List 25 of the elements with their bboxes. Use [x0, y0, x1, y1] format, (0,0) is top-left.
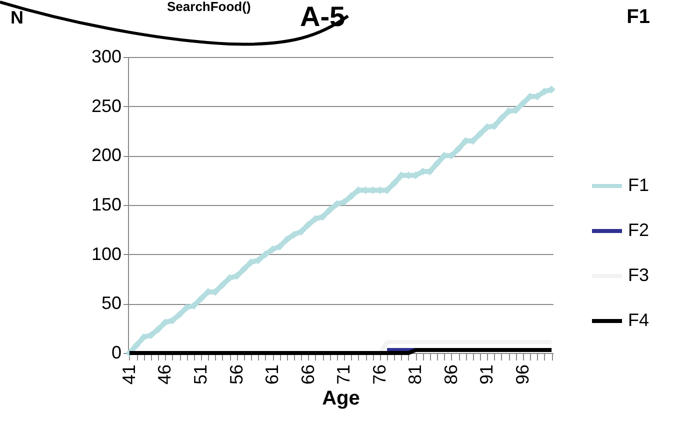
x-tick-label: 71	[334, 364, 354, 385]
y-tick-label: 0	[111, 342, 122, 362]
y-tick-label: 50	[101, 293, 122, 314]
text: F1	[626, 6, 650, 28]
legend-label: F2	[628, 220, 650, 240]
y-tick-label: 100	[91, 244, 122, 264]
legend-label: F1	[628, 175, 650, 195]
legend-label: F3	[628, 265, 650, 285]
x-tick-label: 61	[262, 364, 282, 385]
x-tick-label: 96	[512, 364, 532, 385]
legend-label: F4	[628, 310, 650, 330]
x-tick-label: 91	[476, 364, 497, 385]
y-tick-label: 300	[91, 46, 122, 66]
x-tick-label: 81	[405, 364, 426, 385]
x-tick-label: 56	[226, 364, 246, 385]
x-tick-label: 86	[440, 364, 461, 385]
y-tick-label: 250	[91, 96, 122, 116]
x-tick-label: 51	[190, 364, 210, 385]
x-axis-title: Age	[322, 388, 360, 410]
x-tick-label: 41	[118, 364, 139, 385]
y-tick-label: 150	[91, 194, 122, 214]
x-tick-label: 76	[369, 364, 390, 385]
y-tick-label: 200	[91, 145, 122, 166]
x-tick-label: 46	[154, 364, 175, 385]
x-tick-label: 66	[298, 364, 318, 385]
